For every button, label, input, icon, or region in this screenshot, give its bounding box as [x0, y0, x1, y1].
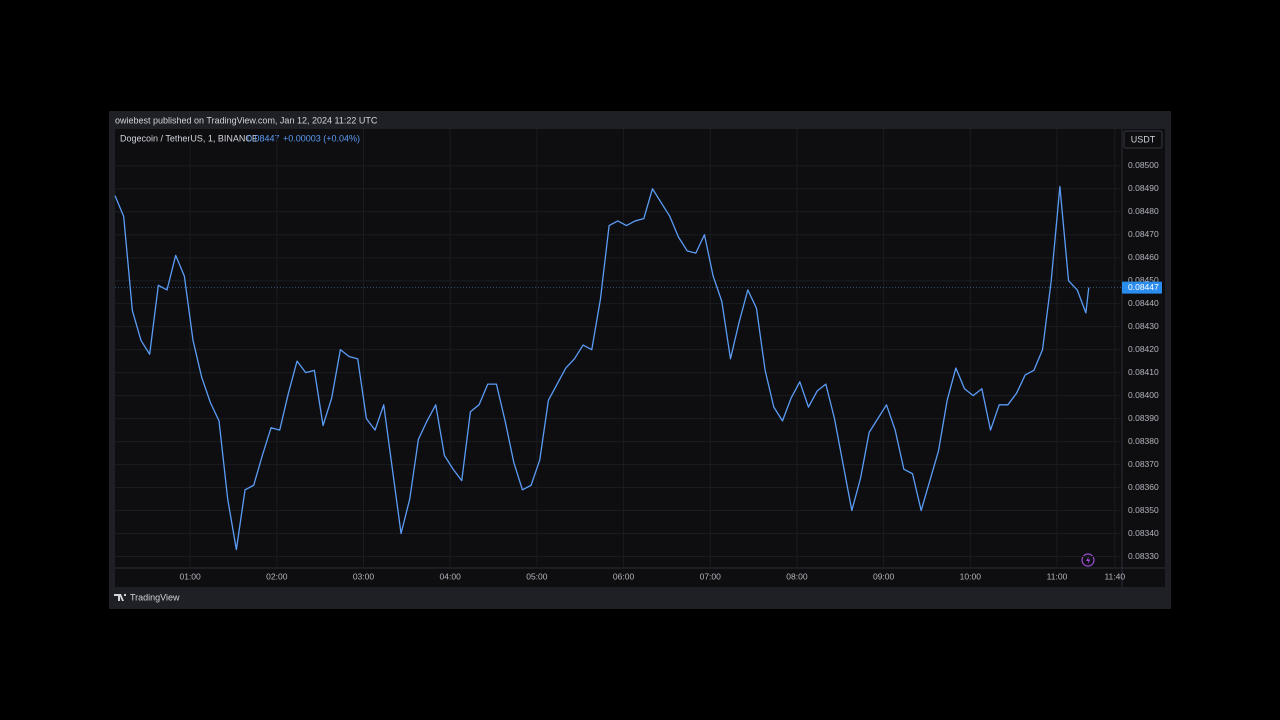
publish-header: owiebest published on TradingView.com, J… [115, 115, 378, 125]
x-tick-label: 04:00 [440, 571, 462, 581]
y-tick-label: 0.08380 [1128, 436, 1159, 446]
y-tick-label: 0.08410 [1128, 367, 1159, 377]
price-tag-label: 0.08447 [1128, 282, 1159, 292]
y-tick-label: 0.08470 [1128, 229, 1159, 239]
y-tick-label: 0.08330 [1128, 551, 1159, 561]
x-tick-label: 09:00 [873, 571, 895, 581]
y-tick-label: 0.08440 [1128, 298, 1159, 308]
y-tick-label: 0.08420 [1128, 344, 1159, 354]
lightning-icon[interactable] [1081, 553, 1095, 567]
currency-label[interactable]: USDT [1131, 134, 1156, 144]
x-tick-label: 02:00 [266, 571, 288, 581]
y-tick-label: 0.08460 [1128, 252, 1159, 262]
x-tick-label: 10:00 [960, 571, 982, 581]
x-tick-label: 07:00 [700, 571, 722, 581]
x-tick-label: 03:00 [353, 571, 375, 581]
x-tick-label: 11:00 [1047, 571, 1068, 581]
brand-label: TradingView [130, 592, 180, 602]
legend-change: +0.00003 (+0.04%) [283, 133, 360, 143]
y-tick-label: 0.08500 [1128, 160, 1159, 170]
price-tag [1122, 281, 1162, 294]
y-tick-label: 0.08350 [1128, 505, 1159, 515]
y-tick-label: 0.08450 [1128, 275, 1159, 285]
x-tick-label: 08:00 [786, 571, 808, 581]
currency-button[interactable] [1123, 130, 1163, 149]
x-tick-label: 06:00 [613, 571, 635, 581]
y-tick-label: 0.08400 [1128, 390, 1159, 400]
y-tick-label: 0.08430 [1128, 321, 1159, 331]
x-tick-label: 01:00 [179, 571, 201, 581]
tradingview-logo [114, 594, 126, 601]
legend-price: 0.08447 [247, 133, 280, 143]
price-line [114, 185, 1090, 551]
y-tick-label: 0.08490 [1128, 183, 1159, 193]
symbol-legend: Dogecoin / TetherUS, 1, BINANCE [120, 133, 258, 143]
y-tick-label: 0.08360 [1128, 482, 1159, 492]
y-tick-label: 0.08370 [1128, 459, 1159, 469]
x-tick-label: 11:40 [1104, 571, 1125, 581]
y-tick-label: 0.08340 [1128, 528, 1159, 538]
x-tick-label: 05:00 [526, 571, 548, 581]
chart-panel [115, 129, 1165, 587]
y-tick-label: 0.08480 [1128, 206, 1159, 216]
y-tick-label: 0.08390 [1128, 413, 1159, 423]
